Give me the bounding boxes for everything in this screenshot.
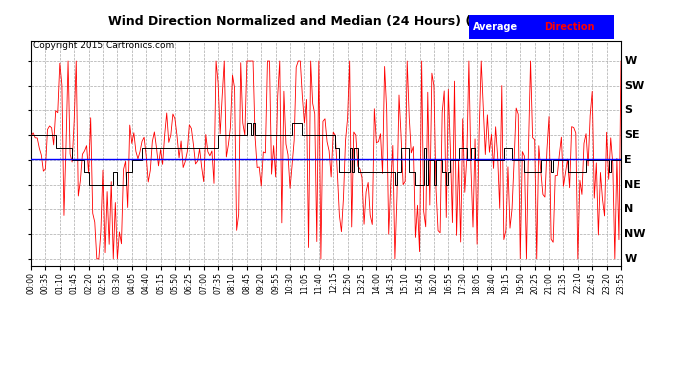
Text: NW: NW xyxy=(624,229,646,239)
Text: NE: NE xyxy=(624,180,641,190)
Text: W: W xyxy=(624,56,637,66)
Text: N: N xyxy=(624,204,633,214)
Text: E: E xyxy=(624,155,632,165)
Text: Average: Average xyxy=(473,22,518,32)
Text: S: S xyxy=(624,105,633,116)
Text: Direction: Direction xyxy=(544,22,595,32)
Text: SW: SW xyxy=(624,81,644,91)
Text: Wind Direction Normalized and Median (24 Hours) (New) 20150926: Wind Direction Normalized and Median (24… xyxy=(108,15,582,28)
Text: SE: SE xyxy=(624,130,640,140)
Text: Copyright 2015 Cartronics.com: Copyright 2015 Cartronics.com xyxy=(33,41,175,50)
Text: W: W xyxy=(624,254,637,264)
